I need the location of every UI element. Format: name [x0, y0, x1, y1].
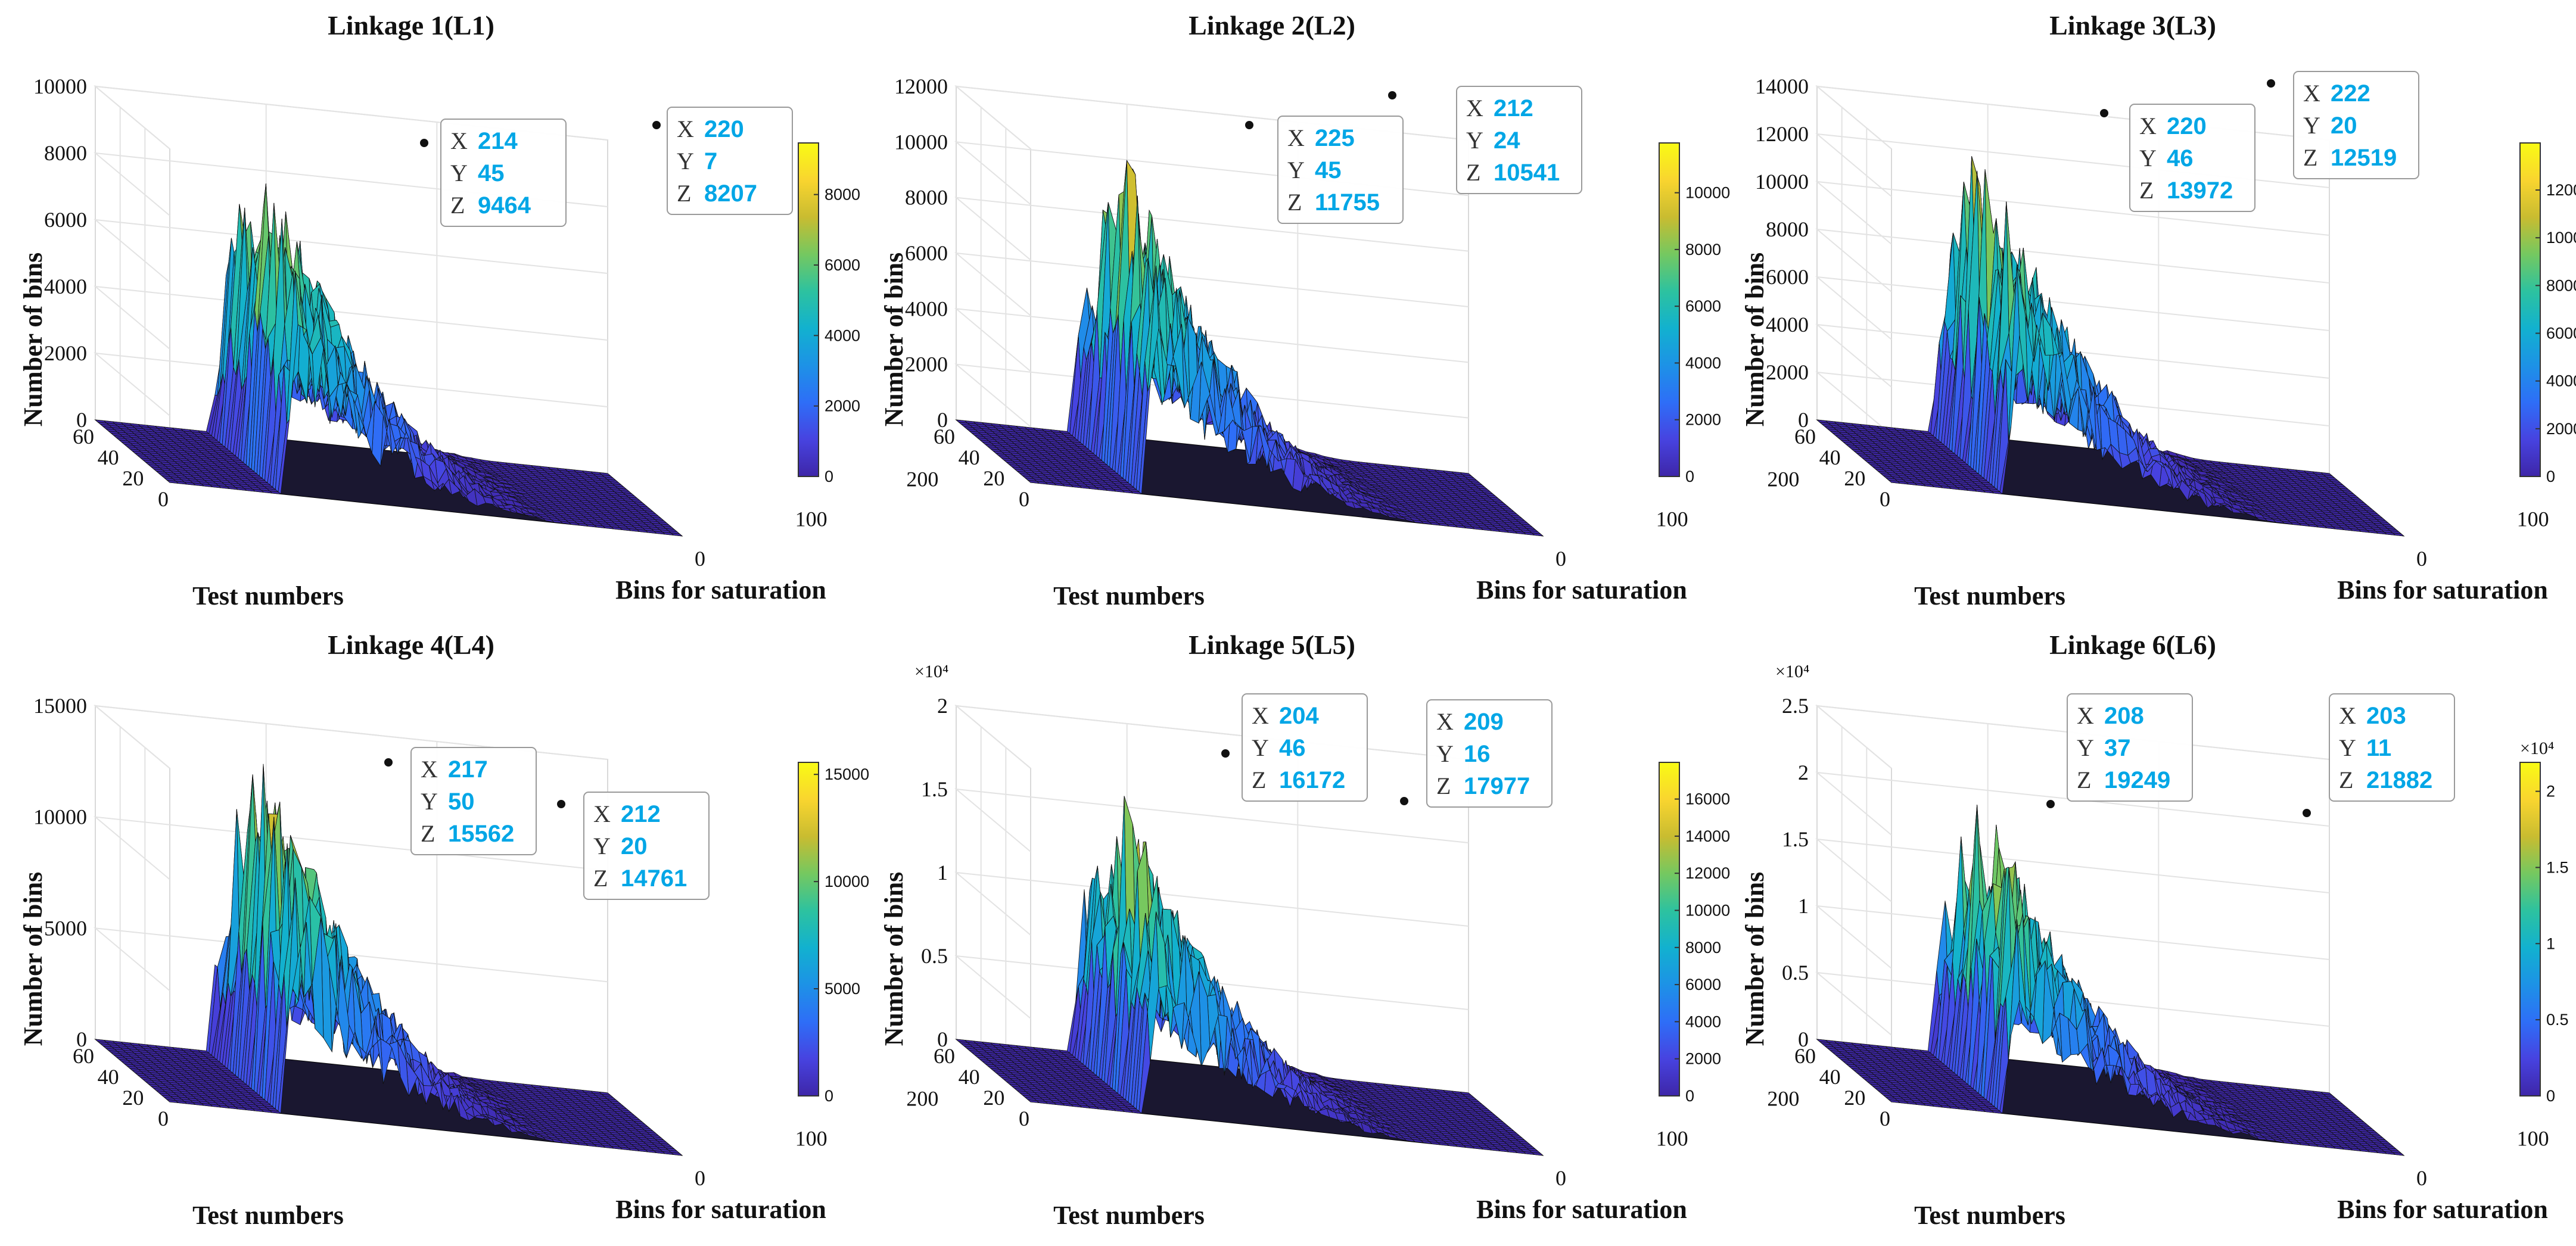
y-tick-label: 0 [158, 487, 169, 511]
y-tick-label: 60 [73, 425, 94, 448]
datatip-key: X [1287, 124, 1305, 151]
colorbar-gradient [798, 142, 819, 477]
datatip-key: Y [450, 160, 468, 186]
datatip-value: 7 [704, 148, 717, 175]
x-tick-label: 0 [1555, 547, 1566, 571]
colorbar-tick-label: 6000 [1685, 297, 1721, 315]
z-tick-label: 6000 [905, 241, 948, 265]
colorbar-tick-label: 2000 [825, 397, 860, 415]
datatip-value: 8207 [704, 180, 757, 207]
colorbar-tick-label: 8000 [1685, 241, 1721, 258]
datatip-marker [651, 120, 662, 130]
y-tick-label: 0 [1019, 487, 1029, 511]
panel-title: Linkage 3(L3) [2049, 10, 2216, 41]
y-tick-label: 20 [122, 466, 144, 490]
colorbar-tick-label: 4000 [825, 326, 860, 344]
panel-title: Linkage 1(L1) [328, 10, 494, 41]
x-tick-label: 200 [906, 468, 938, 491]
datatip-value: 214 [478, 128, 518, 154]
datatip-key: Y [1466, 127, 1483, 154]
colorbar: 0 2000 4000 6000 8000 10000 [1659, 142, 1730, 485]
z-tick-label: 10000 [33, 74, 87, 98]
y-axis-label: Test numbers [1053, 581, 1205, 610]
datatip: X 220 Y 7Z 8207 [651, 107, 793, 215]
chart-panel-1: Linkage 1(L1)020004000600080001000002040… [18, 10, 1050, 610]
colorbar: 0 2000 4000 6000 8000 [798, 142, 860, 485]
z-tick-label: 2000 [905, 353, 948, 376]
colorbar-tick-label: 0 [1685, 468, 1694, 485]
y-tick-label: 60 [934, 425, 955, 448]
colorbar-tick-label: 4000 [1685, 354, 1721, 372]
datatip: X 214 Y 45 Z 9464 [419, 119, 567, 227]
x-tick-label: 200 [1767, 468, 1799, 491]
y-tick-label: 40 [98, 446, 119, 469]
colorbar-tick-label: 2000 [1685, 411, 1721, 429]
z-tick-label: 8000 [905, 186, 948, 210]
datatip-value: 212 [1494, 95, 1533, 122]
panel-title: Linkage 2(L2) [1189, 10, 1355, 41]
colorbar-tick-label: 10000 [1685, 184, 1730, 202]
datatip-key: X [450, 127, 468, 154]
colorbar-tick-label: 6000 [825, 256, 860, 274]
surface [94, 183, 683, 537]
datatip-value: 45 [478, 160, 505, 186]
datatip-key: Z [450, 192, 465, 219]
datatip-key: Z [1466, 159, 1480, 186]
datatip-value: 220 [704, 116, 744, 142]
datatip-key: X [1466, 95, 1483, 122]
datatip-key: Y [1287, 157, 1305, 183]
z-tick-label: 10000 [894, 130, 948, 154]
datatip-value: 9464 [478, 192, 531, 219]
colorbar-tick-label: 0 [825, 468, 833, 485]
x-axis-label: Bins for saturation [1476, 575, 1687, 605]
datatip-value: 11755 [1315, 189, 1380, 216]
datatip-value: 24 [1494, 127, 1520, 154]
datatip-key: Z [1287, 189, 1302, 216]
z-axis-label: Number of bins [879, 253, 909, 427]
y-tick-label: 20 [983, 466, 1004, 490]
z-tick-label: 4000 [44, 275, 87, 298]
datatip-value: 45 [1315, 157, 1342, 183]
z-axis-label: Number of bins [18, 253, 48, 427]
y-axis-label: Test numbers [192, 581, 344, 610]
datatip-value: 225 [1315, 125, 1355, 151]
x-axis-label: Bins for saturation [615, 575, 826, 605]
datatip-key: X [677, 116, 694, 142]
datatip-key: Y [677, 148, 694, 175]
datatip-value: 10541 [1494, 160, 1560, 186]
datatip-marker [419, 138, 430, 148]
datatip-marker [1387, 90, 1398, 101]
y-tick-label: 40 [959, 446, 980, 469]
datatip-key: Z [677, 180, 691, 207]
z-tick-label: 6000 [44, 208, 87, 232]
z-tick-label: 8000 [44, 141, 87, 165]
colorbar-tick-label: 8000 [825, 186, 860, 204]
x-tick-label: 100 [1656, 507, 1688, 531]
z-tick-label: 4000 [905, 297, 948, 320]
x-tick-label: 100 [795, 507, 827, 531]
z-tick-label: 2000 [44, 341, 87, 365]
chart-panel-3: Linkage 3(L3)020004000600080001000012000… [1740, 10, 2576, 610]
datatip-marker [1244, 120, 1255, 130]
z-tick-label: 12000 [894, 74, 948, 98]
x-tick-label: 0 [695, 547, 705, 571]
